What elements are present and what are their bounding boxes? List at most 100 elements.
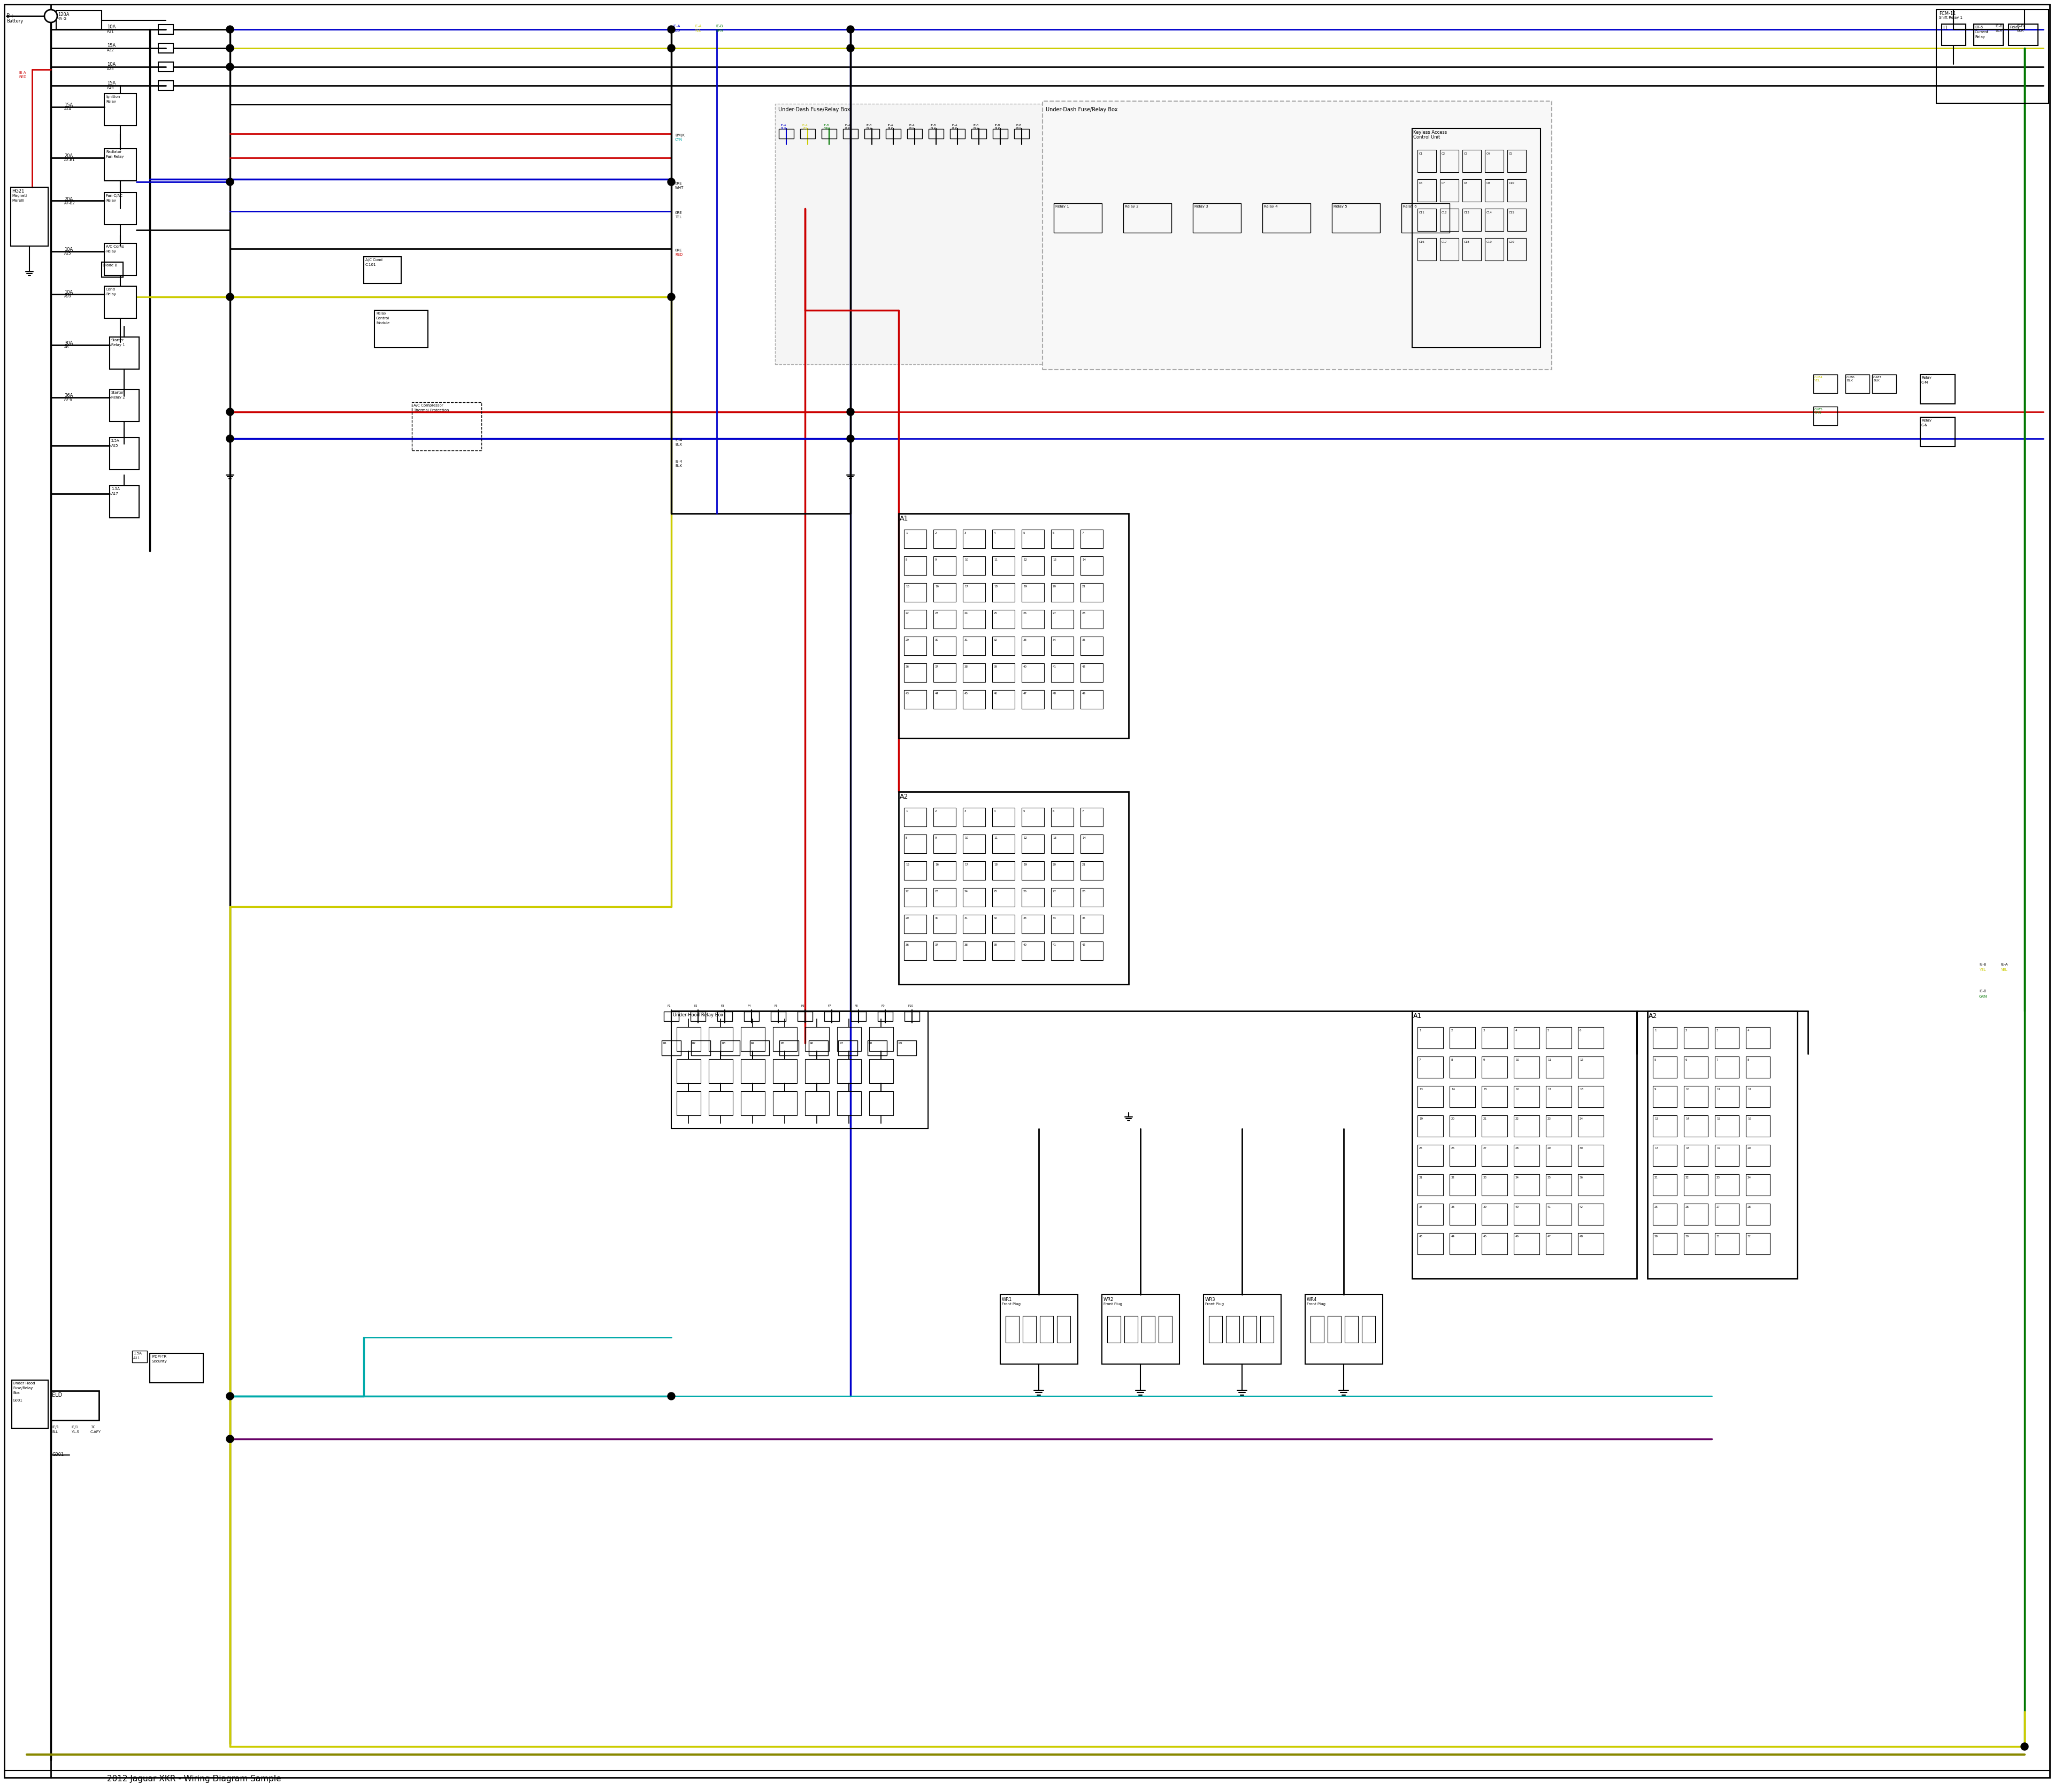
Text: 21: 21 bbox=[1653, 1176, 1658, 1179]
Text: 30: 30 bbox=[1686, 1235, 1688, 1238]
Text: 29: 29 bbox=[906, 918, 910, 919]
Bar bbox=[12, 1380, 47, 1428]
Text: 33: 33 bbox=[1023, 638, 1027, 642]
Text: 46: 46 bbox=[994, 692, 998, 695]
Text: 20: 20 bbox=[1452, 1118, 1454, 1120]
Bar bbox=[1417, 1145, 1444, 1167]
Text: 49: 49 bbox=[1082, 692, 1087, 695]
Bar bbox=[933, 530, 955, 548]
Text: 10: 10 bbox=[965, 559, 967, 561]
Text: IE-A
YEL: IE-A YEL bbox=[803, 124, 807, 129]
Text: 11: 11 bbox=[1717, 1088, 1721, 1091]
Text: Module: Module bbox=[376, 321, 390, 324]
Text: 15A: 15A bbox=[107, 81, 115, 86]
Bar bbox=[963, 889, 986, 907]
Bar bbox=[963, 914, 986, 934]
Bar bbox=[838, 1041, 857, 1055]
Bar bbox=[109, 486, 140, 518]
Text: 26: 26 bbox=[1023, 891, 1027, 892]
Circle shape bbox=[226, 177, 234, 186]
Text: IE-A
BLK: IE-A BLK bbox=[910, 124, 914, 129]
Text: 36: 36 bbox=[906, 944, 910, 946]
Text: 12: 12 bbox=[1023, 837, 1027, 839]
Text: R2: R2 bbox=[692, 1041, 696, 1045]
Text: 35: 35 bbox=[1547, 1176, 1551, 1179]
Text: 37: 37 bbox=[935, 944, 939, 946]
Bar bbox=[963, 609, 986, 629]
Bar bbox=[1814, 407, 1838, 425]
Bar bbox=[992, 663, 1015, 683]
Text: 17: 17 bbox=[1653, 1147, 1658, 1149]
Bar bbox=[1547, 1233, 1571, 1254]
Text: 19: 19 bbox=[1717, 1147, 1721, 1149]
Text: C5: C5 bbox=[1510, 152, 1514, 156]
Text: 20: 20 bbox=[1748, 1147, 1752, 1149]
Bar bbox=[933, 556, 955, 575]
Text: IE-B
BLK: IE-B BLK bbox=[994, 124, 1000, 129]
Bar bbox=[869, 1091, 893, 1115]
Text: 23: 23 bbox=[1547, 1118, 1551, 1120]
Bar bbox=[963, 663, 986, 683]
Bar bbox=[1021, 862, 1043, 880]
Bar bbox=[1715, 1115, 1740, 1136]
Bar bbox=[805, 1059, 830, 1082]
Bar bbox=[1514, 1057, 1538, 1077]
Bar bbox=[1508, 238, 1526, 260]
Bar bbox=[904, 808, 926, 826]
Text: C2: C2 bbox=[1442, 152, 1446, 156]
Bar bbox=[904, 690, 926, 710]
Bar bbox=[772, 1059, 797, 1082]
Text: 46: 46 bbox=[1516, 1235, 1520, 1238]
Text: IPDM-TR: IPDM-TR bbox=[152, 1355, 166, 1358]
Text: Marelli: Marelli bbox=[12, 199, 25, 202]
Bar bbox=[1653, 1233, 1676, 1254]
Text: 15: 15 bbox=[906, 864, 910, 866]
Text: 24: 24 bbox=[965, 611, 967, 615]
Text: A7-B1: A7-B1 bbox=[64, 158, 76, 161]
Circle shape bbox=[668, 45, 676, 52]
Circle shape bbox=[668, 1392, 676, 1400]
Bar bbox=[1684, 1086, 1709, 1107]
Bar bbox=[1746, 1204, 1771, 1226]
Text: 25: 25 bbox=[994, 891, 998, 892]
Text: A2: A2 bbox=[900, 794, 908, 801]
Bar bbox=[904, 530, 926, 548]
Text: YEL: YEL bbox=[1980, 968, 1986, 971]
Text: 38: 38 bbox=[1452, 1206, 1454, 1208]
Text: 37: 37 bbox=[935, 665, 939, 668]
Bar bbox=[1481, 1057, 1508, 1077]
Text: Relay 1: Relay 1 bbox=[111, 344, 125, 346]
Bar bbox=[1508, 208, 1526, 231]
Text: 36A: 36A bbox=[64, 392, 74, 398]
Text: 19: 19 bbox=[1023, 864, 1027, 866]
Text: A14: A14 bbox=[107, 86, 115, 90]
Text: 43: 43 bbox=[906, 692, 910, 695]
Text: Relay: Relay bbox=[1920, 376, 1931, 380]
Bar bbox=[1052, 808, 1074, 826]
Bar bbox=[105, 244, 136, 276]
Text: IE-B: IE-B bbox=[1980, 962, 1986, 966]
Text: 3C: 3C bbox=[90, 1426, 94, 1428]
Text: Radiator: Radiator bbox=[107, 151, 121, 154]
Bar bbox=[413, 401, 481, 450]
Bar bbox=[838, 1091, 861, 1115]
Text: 11: 11 bbox=[994, 559, 998, 561]
Text: A1: A1 bbox=[900, 514, 908, 521]
Bar bbox=[663, 1011, 678, 1021]
Bar bbox=[1417, 1233, 1444, 1254]
Text: 27: 27 bbox=[1052, 611, 1056, 615]
Text: C.101: C.101 bbox=[366, 263, 376, 267]
Bar bbox=[105, 149, 136, 181]
Bar bbox=[772, 1091, 797, 1115]
Text: YEL: YEL bbox=[694, 29, 700, 32]
Bar bbox=[933, 862, 955, 880]
Bar bbox=[158, 81, 173, 90]
Text: Fan C/AC: Fan C/AC bbox=[107, 194, 123, 197]
Bar bbox=[1814, 375, 1838, 392]
Bar bbox=[1514, 1233, 1538, 1254]
Bar bbox=[1039, 1315, 1054, 1342]
Bar bbox=[1345, 1315, 1358, 1342]
Text: 23: 23 bbox=[935, 891, 939, 892]
Text: F5: F5 bbox=[774, 1005, 778, 1007]
Text: 31: 31 bbox=[1717, 1235, 1721, 1238]
